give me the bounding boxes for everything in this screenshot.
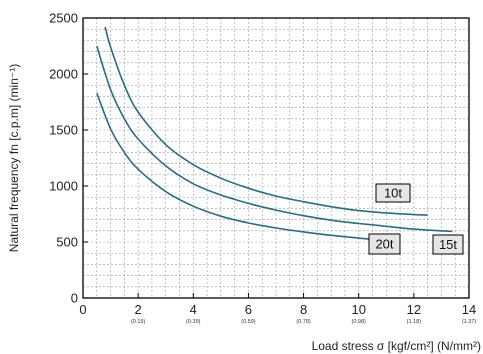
series-line-20t — [96, 92, 370, 240]
x-tick-label: 10 — [351, 302, 365, 317]
y-tick-label: 2000 — [49, 67, 78, 82]
x-tick-sublabel: (0.39) — [186, 319, 201, 325]
x-tick-label: 6 — [245, 302, 252, 317]
x-tick-sublabel: (0.98) — [352, 319, 367, 325]
x-tick-sublabel: (1.18) — [407, 319, 422, 325]
series-line-15t — [96, 45, 453, 233]
x-tick-label: 2 — [135, 302, 142, 317]
y-axis-title: Natural frequency fn [c.p.m] (min⁻¹) — [7, 64, 21, 252]
y-tick-label: 500 — [56, 235, 78, 250]
series-label-10t: 10t — [384, 186, 402, 201]
x-tick-sublabel: (0.78) — [296, 319, 311, 325]
series-label-15t: 15t — [439, 237, 457, 252]
x-tick-label: 4 — [190, 302, 197, 317]
series-label-box-10t — [375, 183, 411, 203]
series-line-10t — [104, 26, 428, 216]
x-tick-sublabel: (1.37) — [462, 319, 477, 325]
x-tick-sublabel: (0.19) — [131, 319, 146, 325]
x-tick-sublabel: (0.59) — [241, 319, 256, 325]
grid-lines — [83, 18, 469, 298]
x-tick-label: 8 — [300, 302, 307, 317]
y-tick-label: 1000 — [49, 179, 78, 194]
plot-frame — [82, 17, 470, 299]
x-tick-label: 14 — [462, 302, 476, 317]
y-tick-label: 1500 — [49, 123, 78, 138]
series-label-box-15t — [432, 234, 464, 255]
series-layer: 10t 15t 20t — [96, 26, 464, 255]
y-tick-label: 0 — [71, 291, 78, 306]
y-axis-ticks: 0 500 1000 1500 2000 2500 — [49, 11, 88, 306]
x-tick-label: 0 — [79, 302, 86, 317]
x-axis-title: Load stress σ [kgf/cm²] (N/mm²) — [312, 339, 481, 353]
x-tick-label: 12 — [407, 302, 421, 317]
x-axis-ticks: 0 2 (0.19) 4 (0.39) 6 (0.59) 8 (0.78) 10 (0.98) 12 (… — [79, 293, 476, 325]
y-tick-label: 2500 — [49, 11, 78, 26]
series-label-box-20t — [368, 233, 401, 255]
series-label-20t: 20t — [375, 237, 393, 252]
